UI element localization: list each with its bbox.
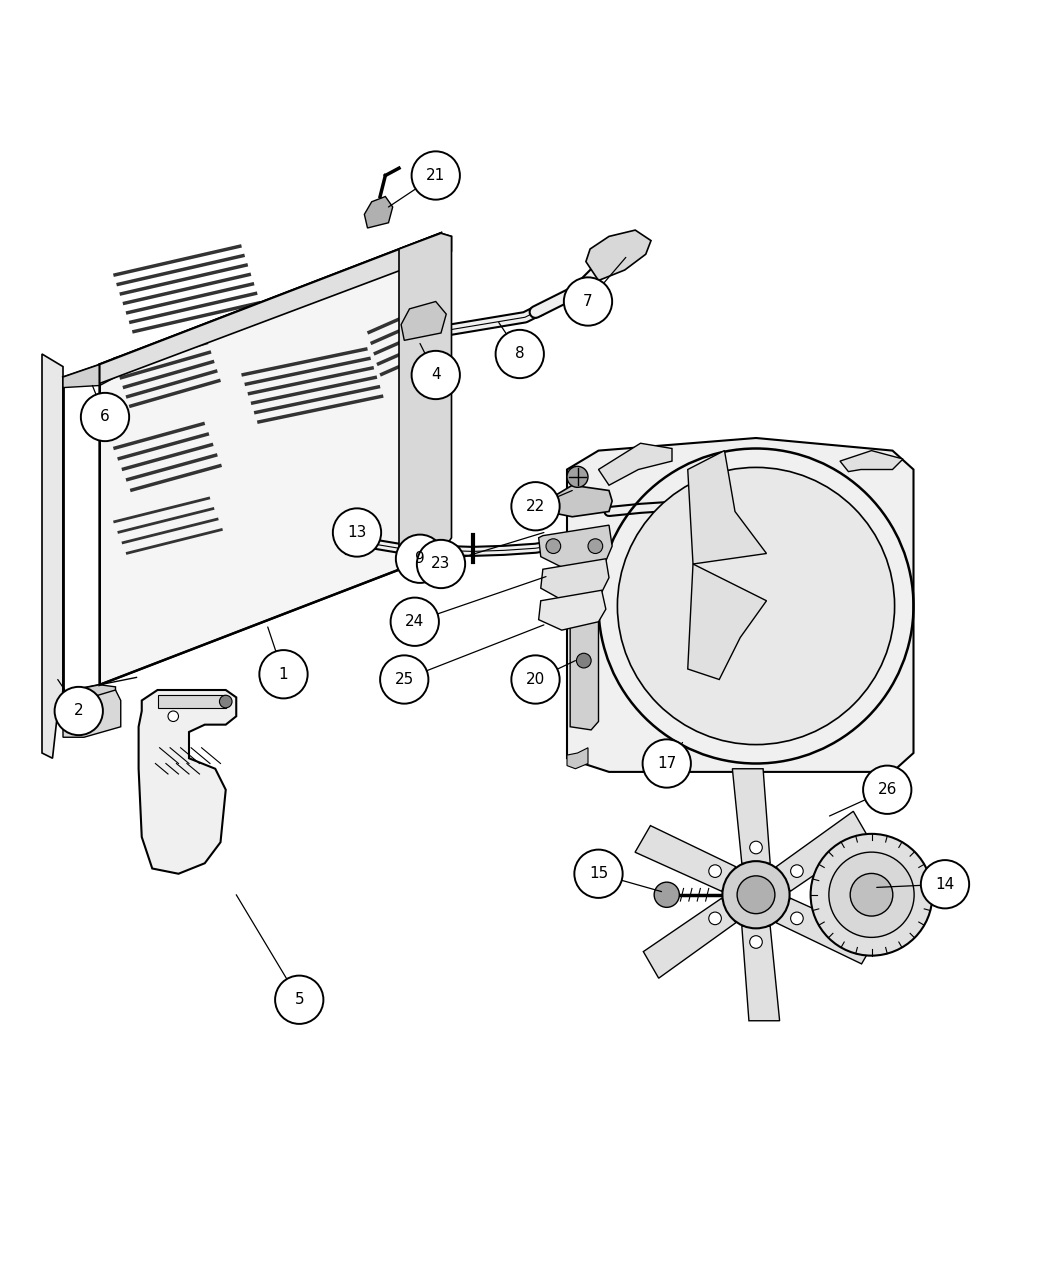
Circle shape — [863, 765, 911, 813]
Polygon shape — [401, 301, 446, 340]
Text: 17: 17 — [657, 756, 676, 771]
Circle shape — [417, 539, 465, 588]
Polygon shape — [733, 769, 770, 863]
Polygon shape — [399, 233, 452, 553]
Circle shape — [396, 534, 444, 583]
Circle shape — [828, 852, 915, 937]
Polygon shape — [539, 525, 612, 567]
Circle shape — [574, 849, 623, 898]
Text: 9: 9 — [415, 551, 425, 566]
Polygon shape — [567, 747, 588, 769]
Circle shape — [259, 650, 308, 699]
Polygon shape — [158, 695, 226, 708]
Polygon shape — [840, 450, 903, 472]
Polygon shape — [100, 233, 451, 384]
Circle shape — [654, 882, 679, 908]
Circle shape — [333, 509, 381, 557]
Circle shape — [546, 539, 561, 553]
Text: 22: 22 — [526, 499, 545, 514]
Polygon shape — [541, 558, 609, 599]
Circle shape — [412, 152, 460, 200]
Text: 6: 6 — [100, 409, 110, 425]
Polygon shape — [776, 811, 868, 891]
Circle shape — [275, 975, 323, 1024]
Circle shape — [791, 912, 803, 924]
Circle shape — [81, 393, 129, 441]
Text: 2: 2 — [74, 704, 84, 719]
Circle shape — [511, 482, 560, 530]
Text: 1: 1 — [278, 667, 289, 682]
Polygon shape — [63, 690, 121, 737]
Circle shape — [588, 539, 603, 553]
Text: 20: 20 — [526, 672, 545, 687]
Polygon shape — [364, 196, 393, 228]
Circle shape — [496, 330, 544, 379]
Text: 15: 15 — [589, 866, 608, 881]
Circle shape — [219, 695, 232, 708]
Circle shape — [511, 655, 560, 704]
Polygon shape — [567, 439, 914, 771]
Circle shape — [709, 864, 721, 877]
Text: 21: 21 — [426, 168, 445, 184]
Polygon shape — [100, 233, 441, 685]
Polygon shape — [546, 486, 612, 516]
Circle shape — [168, 711, 178, 722]
Text: 23: 23 — [432, 556, 450, 571]
Polygon shape — [644, 898, 736, 978]
Circle shape — [567, 467, 588, 487]
Circle shape — [811, 834, 932, 956]
Text: 26: 26 — [878, 783, 897, 797]
Polygon shape — [539, 590, 606, 630]
Circle shape — [55, 687, 103, 736]
Circle shape — [750, 842, 762, 854]
Circle shape — [791, 864, 803, 877]
Circle shape — [643, 740, 691, 788]
Polygon shape — [598, 444, 672, 486]
Text: 25: 25 — [395, 672, 414, 687]
Circle shape — [750, 936, 762, 949]
Circle shape — [391, 598, 439, 646]
Text: 5: 5 — [294, 992, 304, 1007]
Polygon shape — [688, 450, 766, 564]
Circle shape — [921, 861, 969, 908]
Polygon shape — [139, 690, 236, 873]
Text: 14: 14 — [936, 877, 954, 891]
Polygon shape — [776, 898, 877, 964]
Polygon shape — [688, 564, 766, 680]
Polygon shape — [42, 354, 63, 759]
Circle shape — [617, 468, 895, 745]
Circle shape — [576, 653, 591, 668]
Circle shape — [850, 873, 892, 915]
Polygon shape — [635, 826, 736, 891]
Circle shape — [722, 861, 790, 928]
Circle shape — [737, 876, 775, 914]
Circle shape — [380, 655, 428, 704]
Text: 4: 4 — [430, 367, 441, 382]
Circle shape — [564, 278, 612, 325]
Text: 7: 7 — [583, 295, 593, 309]
Text: 24: 24 — [405, 615, 424, 630]
Circle shape — [412, 351, 460, 399]
Text: 13: 13 — [348, 525, 366, 541]
Circle shape — [709, 912, 721, 924]
Polygon shape — [63, 365, 116, 388]
Text: 8: 8 — [514, 347, 525, 362]
Polygon shape — [741, 926, 779, 1021]
Polygon shape — [63, 685, 116, 703]
Polygon shape — [586, 230, 651, 280]
Polygon shape — [570, 598, 598, 729]
